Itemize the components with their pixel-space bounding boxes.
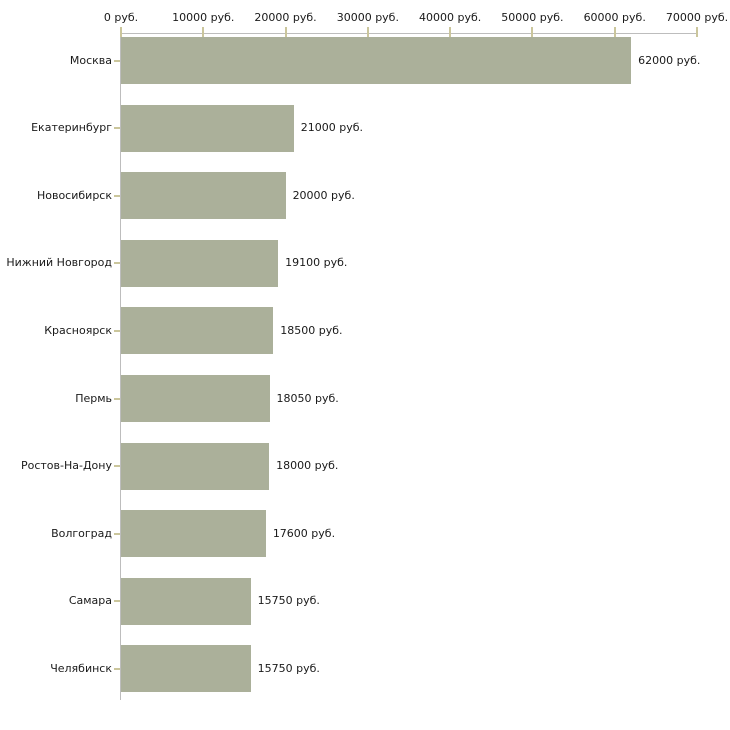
y-tick-mark [114, 465, 120, 468]
value-label: 62000 руб. [638, 53, 701, 67]
x-tick-mark [284, 27, 287, 37]
y-tick-mark [114, 127, 120, 130]
y-tick-mark [114, 667, 120, 670]
x-tick-mark [202, 27, 205, 37]
bar [121, 375, 270, 422]
y-tick-mark [114, 600, 120, 603]
x-tick-label: 40000 руб. [419, 11, 482, 24]
category-label: Самара [68, 594, 112, 608]
value-label: 18050 руб. [276, 391, 339, 405]
value-label: 21000 руб. [300, 121, 364, 135]
category-label: Красноярск [44, 323, 112, 337]
y-axis-line [120, 33, 121, 700]
category-label: Новосибирск [36, 188, 112, 202]
x-tick-mark [120, 27, 122, 37]
x-tick-mark [449, 27, 452, 37]
y-tick-mark [114, 262, 120, 265]
bar [121, 239, 279, 287]
x-tick-mark [613, 27, 616, 37]
value-label: 18500 руб. [280, 323, 343, 337]
category-label: Волгоград [51, 526, 112, 540]
value-label: 17600 руб. [272, 526, 336, 540]
x-tick-label: 30000 руб. [336, 11, 399, 24]
x-tick-label: 20000 руб. [254, 11, 317, 24]
x-axis-line [120, 33, 698, 34]
bar [121, 37, 632, 84]
value-label: 18000 руб. [276, 459, 339, 473]
value-label: 15750 руб. [257, 594, 320, 608]
category-label: Екатеринбург [31, 121, 112, 135]
x-tick-mark [531, 27, 534, 37]
y-tick-mark [114, 532, 120, 535]
category-label: Москва [69, 53, 112, 67]
value-label: 20000 руб. [292, 188, 355, 202]
bar [121, 510, 266, 558]
bar [121, 307, 274, 355]
x-tick-label: 0 руб. [103, 11, 139, 24]
category-label: Пермь [75, 391, 112, 405]
bar [121, 172, 286, 220]
value-label: 19100 руб. [285, 256, 348, 270]
bar [121, 645, 251, 693]
y-tick-mark [114, 194, 120, 197]
y-tick-mark [114, 397, 120, 400]
x-tick-label: 60000 руб. [583, 11, 646, 24]
y-tick-mark [114, 59, 120, 62]
x-tick-mark [366, 27, 369, 37]
category-label: Ростов-На-Дону [20, 459, 112, 473]
bar [121, 577, 251, 625]
category-label: Нижний Новгород [6, 256, 112, 270]
x-tick-label: 70000 руб. [665, 11, 729, 24]
value-label: 15750 руб. [257, 661, 320, 675]
y-tick-mark [114, 329, 120, 332]
x-tick-label: 10000 руб. [172, 11, 235, 24]
x-tick-label: 50000 руб. [501, 11, 564, 24]
x-tick-mark [696, 27, 698, 37]
bar [121, 442, 270, 490]
category-label: Челябинск [50, 661, 112, 675]
bar [121, 104, 294, 152]
